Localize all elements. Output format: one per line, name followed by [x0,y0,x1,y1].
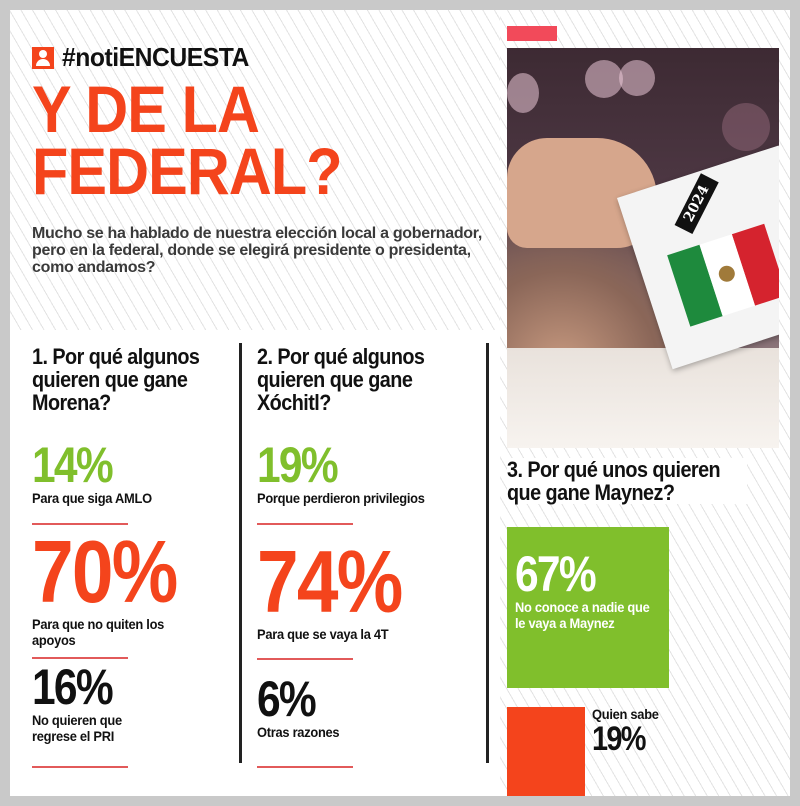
q3-answer-2-box [507,707,585,796]
q1-answer-1-pct: 14% [32,437,114,493]
infographic-card: #notiENCUESTA Y DE LA FEDERAL? Mucho se … [10,10,790,796]
bokeh-light [722,103,770,151]
q1-answer-3-label: No quieren que regrese el PRI [32,712,122,744]
separator [32,657,128,659]
q3-answer-2-label: Quien sabe [592,706,659,722]
q3-answer-2-pct: 19% [592,720,646,758]
q2-answer-3-label: Otras razones [257,724,340,740]
q1-answer-2: 70% Para que no quiten los apoyos [32,522,212,649]
column-divider [239,343,242,763]
mexican-flag-icon [667,223,779,327]
separator [257,766,353,768]
q2-answer-1-label: Porque perdieron privilegios [257,490,425,506]
q1-answer-2-label: Para que no quiten los apoyos [32,616,165,648]
q3-answer-1-label: No conoce a nadie que le vaya a Maynez [515,599,650,631]
q2-answer-1-pct: 19% [257,437,339,493]
question-3-title: 3. Por qué unos quieren que gane Maynez? [507,457,721,505]
q2-answer-1: 19% Porque perdieron privilegios [257,440,439,506]
brand-header: #notiENCUESTA [32,42,259,73]
page-title: Y DE LA FEDERAL? [32,72,342,208]
question-3: 3. Por qué unos quieren que gane Maynez? [507,458,747,504]
question-1: 1. Por qué algunos quieren que gane More… [32,345,232,414]
q1-answer-3: 16% No quieren que regrese el PRI [32,662,142,744]
q2-answer-2-pct: 74% [257,532,403,631]
question-1-title: 1. Por qué algunos quieren que gane More… [32,344,200,415]
q3-answer-2: Quien sabe 19% [592,706,664,756]
separator [32,523,128,525]
accent-bar [507,26,557,41]
title-line-1: Y DE LA [32,72,260,146]
q2-answer-3-pct: 6% [257,671,317,727]
q3-answer-1: 67% No conoce a nadie que le vaya a Mayn… [515,549,665,631]
q1-answer-1: 14% Para que siga AMLO [32,440,162,506]
question-2: 2. Por qué algunos quieren que gane Xóch… [257,345,457,414]
ballot-year: 2024 [674,173,719,235]
bokeh-light [619,60,655,96]
q1-answer-2-pct: 70% [32,522,178,621]
q2-answer-2-label: Para que se vaya la 4T [257,626,389,642]
title-line-2: FEDERAL? [32,134,342,208]
q1-answer-3-pct: 16% [32,659,114,715]
q3-answer-1-pct: 67% [515,546,597,602]
separator [32,766,128,768]
q1-answer-1-label: Para que siga AMLO [32,490,152,506]
ballot-box [507,348,779,448]
column-divider [486,343,489,763]
separator [257,658,353,660]
brand-hashtag: #notiENCUESTA [62,42,249,72]
user-icon [32,46,54,69]
bokeh-light [585,60,623,98]
q2-answer-2: 74% Para que se vaya la 4T [257,532,447,643]
q2-answer-3: 6% Otras razones [257,674,346,740]
intro-text: Mucho se ha hablado de nuestra elección … [32,225,482,276]
bokeh-light [507,73,539,113]
q3-answer-1-box: 67% No conoce a nadie que le vaya a Mayn… [507,527,669,688]
ballot-photo: 2024 [507,48,779,448]
question-2-title: 2. Por qué algunos quieren que gane Xóch… [257,344,425,415]
separator [257,523,353,525]
